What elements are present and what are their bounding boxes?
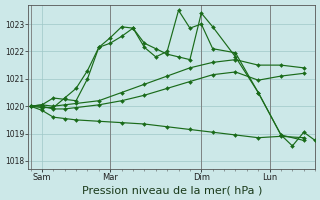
X-axis label: Pression niveau de la mer( hPa ): Pression niveau de la mer( hPa ) (82, 185, 262, 195)
